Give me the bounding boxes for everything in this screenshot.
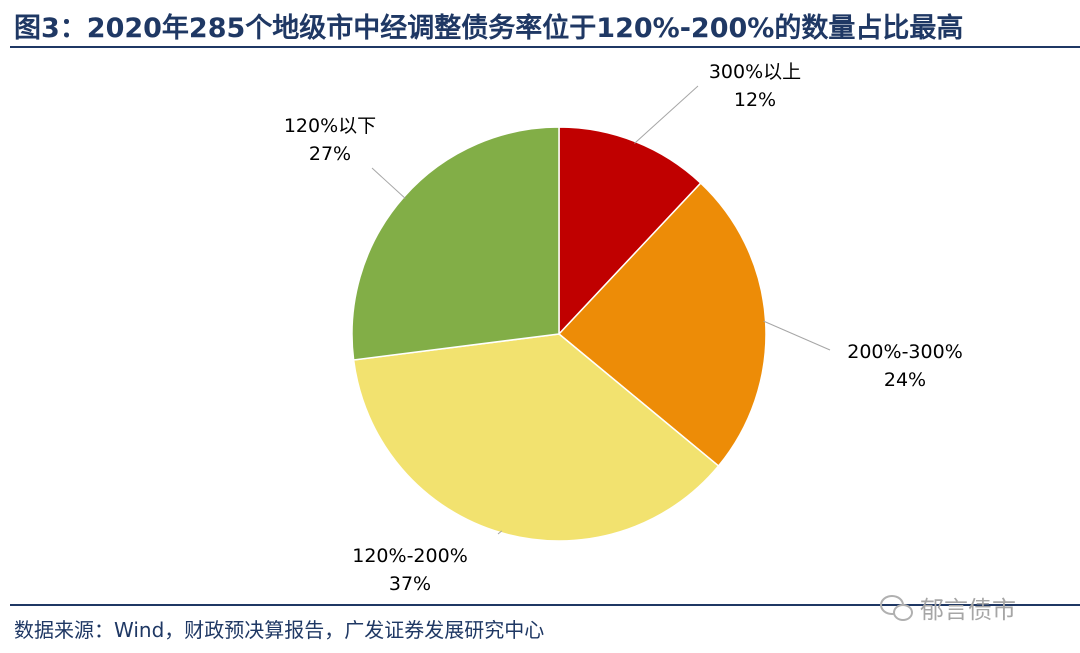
slice-pct-2: 37% [389,573,431,595]
pie-slice-1 [557,182,767,468]
watermark-text: 郁言债市 [920,596,1016,624]
pie-slice-0 [558,126,702,336]
leader-line-0 [634,85,699,144]
slice-pct-0: 12% [734,89,776,111]
leader-line-1 [763,320,831,351]
pie-slice-3 [351,126,560,361]
leader-line-2 [497,530,503,535]
slice-label-1: 200%-300% [847,341,963,363]
slice-pct-3: 27% [309,143,351,165]
slice-pct-1: 24% [884,369,926,391]
slice-label-0: 300%以上 [709,61,801,83]
source-note: 数据来源：Wind，财政预决算报告，广发证券发展研究中心 [14,618,545,642]
pie-slice-2 [352,333,720,542]
wechat-icon [880,594,914,621]
slice-label-3: 120%以下 [284,115,376,137]
slice-label-2: 120%-200% [352,545,468,567]
footer-divider [10,604,1080,606]
chart-title: 图3：2020年285个地级市中经调整债务率位于120%-200%的数量占比最高 [14,13,964,44]
leader-line-3 [371,167,406,199]
title-divider [10,46,1080,48]
watermark: 郁言债市 [880,590,1016,625]
